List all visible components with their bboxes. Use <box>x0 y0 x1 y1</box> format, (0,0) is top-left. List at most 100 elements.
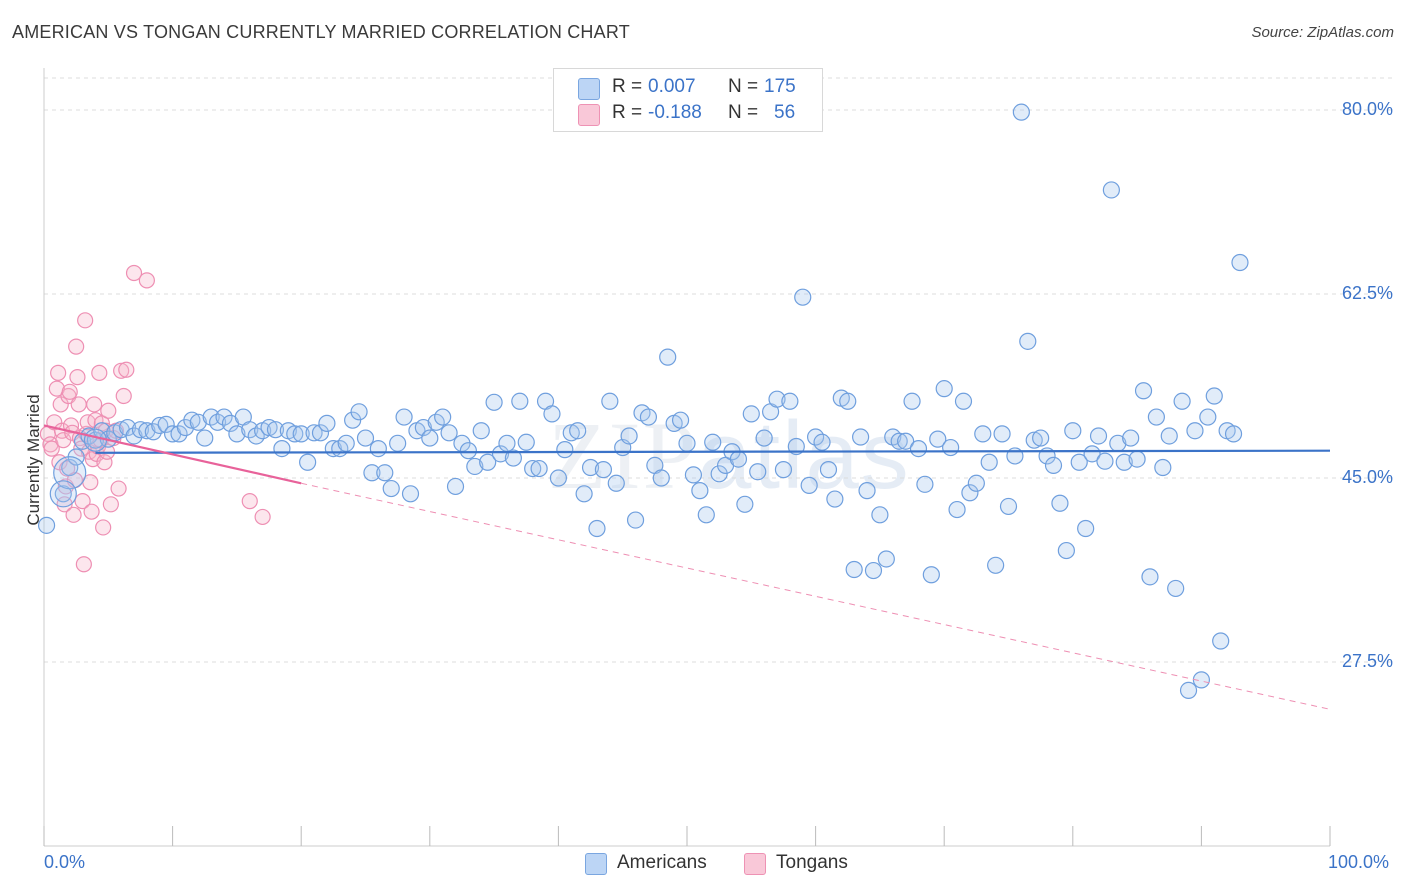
data-point-american <box>999 497 1018 516</box>
data-point-american <box>967 474 985 492</box>
data-point-tongan <box>65 506 82 523</box>
data-point-american <box>1231 253 1249 272</box>
data-point-american <box>37 516 56 534</box>
tongans-swatch <box>578 104 600 126</box>
data-point-american <box>1096 452 1114 470</box>
data-point-american <box>800 476 818 494</box>
data-point-american <box>517 433 535 451</box>
data-point-tongan <box>115 387 132 405</box>
data-point-american <box>954 392 973 410</box>
data-point-tongan <box>68 338 85 355</box>
legend-n-label: N = <box>728 102 759 123</box>
data-point-american <box>299 453 317 471</box>
data-point-american <box>350 403 368 421</box>
data-point-american <box>691 482 709 500</box>
y-tick-label: 27.5% <box>1341 651 1393 671</box>
data-point-american <box>434 408 452 426</box>
data-point-american <box>1070 453 1088 471</box>
y-tick-label: 45.0% <box>1341 467 1393 488</box>
data-point-american <box>916 475 934 493</box>
data-point-american <box>382 479 400 498</box>
data-point-american <box>157 415 175 434</box>
data-point-tongan <box>95 519 112 536</box>
data-point-american <box>395 408 413 426</box>
data-point-american <box>1044 456 1063 475</box>
x-tick-label-min: 0.0% <box>44 852 86 872</box>
data-point-american <box>266 421 285 439</box>
y-tick-label: 80.0% <box>1341 99 1393 120</box>
data-point-tongan <box>113 362 130 379</box>
data-point-american <box>781 392 799 410</box>
data-point-american <box>241 421 259 439</box>
data-point-american <box>273 439 291 458</box>
data-point-american <box>1212 632 1230 650</box>
data-point-american <box>839 392 857 410</box>
data-point-american-cluster <box>49 480 77 508</box>
data-point-tongan <box>241 493 258 510</box>
americans-swatch <box>585 853 607 875</box>
data-point-american <box>1077 519 1095 538</box>
data-point-tongan <box>91 364 108 381</box>
y-tick-label: 62.5% <box>1341 283 1393 304</box>
data-point-american <box>196 429 214 447</box>
data-point-american <box>401 485 420 503</box>
data-point-american <box>337 434 355 452</box>
data-point-tongan <box>86 396 103 413</box>
data-point-american <box>1083 445 1101 463</box>
data-point-tongan <box>83 503 100 520</box>
data-point-american <box>594 461 613 479</box>
data-point-american <box>974 425 992 443</box>
data-point-american <box>215 408 233 426</box>
data-point-american <box>421 429 439 447</box>
data-point-american <box>1192 671 1211 689</box>
data-point-american <box>877 550 895 568</box>
legend-n-label: N = <box>728 76 759 97</box>
data-point-american <box>697 506 715 524</box>
data-point-american <box>530 459 548 478</box>
data-point-american <box>1128 450 1146 468</box>
data-point-american <box>183 411 201 429</box>
data-point-tongan <box>50 364 67 381</box>
data-point-american <box>626 511 645 529</box>
data-point-tongan <box>110 480 127 497</box>
data-point-american <box>903 392 921 410</box>
legend-r-value: -0.188 <box>648 102 702 123</box>
americans-swatch <box>578 78 600 100</box>
data-point-american <box>897 432 915 450</box>
data-point-american <box>569 422 587 440</box>
data-point-american <box>652 469 670 487</box>
data-point-american <box>1205 387 1223 405</box>
data-point-american <box>170 425 188 443</box>
data-point-american <box>485 393 503 411</box>
data-point-american <box>414 418 432 437</box>
data-point-american <box>639 408 658 426</box>
data-point-american <box>601 392 619 410</box>
data-point-tongan <box>102 496 119 513</box>
legend-n-value: 175 <box>764 76 796 97</box>
y-axis-label-wrap: Currently Married <box>6 300 46 600</box>
data-point-american <box>961 484 979 502</box>
legend-label-tongans: Tongans <box>776 852 848 873</box>
data-point-american <box>562 424 580 442</box>
data-point-american <box>1224 425 1243 443</box>
data-point-tongan <box>43 440 60 457</box>
data-point-american <box>376 464 394 482</box>
data-point-american <box>794 288 812 306</box>
data-point-american <box>1122 429 1140 447</box>
data-point-american <box>228 425 246 443</box>
data-point-american <box>1012 103 1030 121</box>
data-point-american <box>151 416 169 435</box>
data-point-american <box>684 466 703 484</box>
data-point-american <box>678 434 696 452</box>
data-point-american <box>189 413 207 431</box>
data-point-american <box>858 482 876 500</box>
data-point-american <box>511 392 529 410</box>
data-point-american <box>864 561 883 580</box>
data-point-american <box>524 459 542 478</box>
data-point-american <box>144 423 162 441</box>
data-point-american <box>1167 579 1185 598</box>
data-point-american <box>768 390 786 408</box>
data-point-american <box>1057 541 1075 560</box>
data-point-american <box>472 422 490 440</box>
